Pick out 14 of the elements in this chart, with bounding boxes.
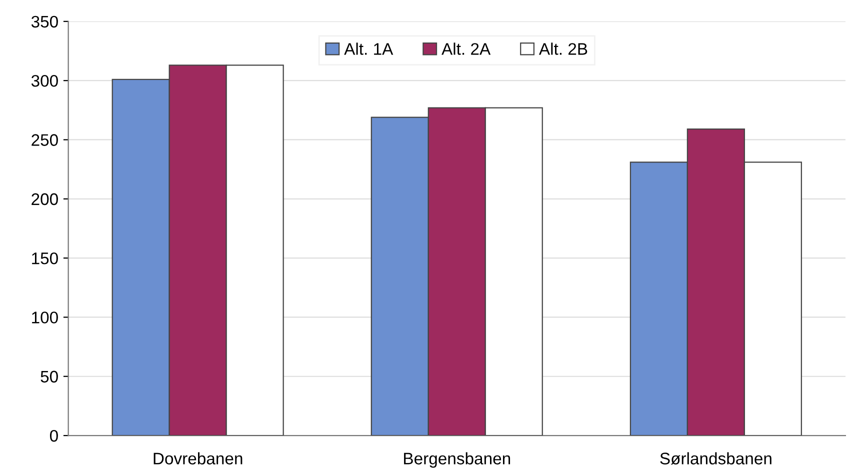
x-tick-label: Bergensbanen [404, 452, 510, 468]
y-tick-label: 150 [32, 252, 58, 264]
y-tick-label: 300 [31, 74, 58, 87]
y-tick-label: 100 [32, 312, 58, 324]
legend-label: Alt. 2B [538, 42, 588, 55]
y-tick-label: 50 [40, 370, 58, 383]
x-tick-label: Dovrebanen [154, 452, 242, 464]
y-tick-label: 0 [50, 430, 58, 442]
y-tick-label: 350 [31, 16, 58, 28]
legend-label: Alt. 1A [344, 42, 394, 55]
x-tick-label: Sørlandsbanen [660, 452, 772, 465]
y-tick-label: 200 [32, 193, 58, 206]
y-tick-label: 250 [32, 134, 58, 146]
legend-label: Alt. 2A [442, 42, 491, 55]
